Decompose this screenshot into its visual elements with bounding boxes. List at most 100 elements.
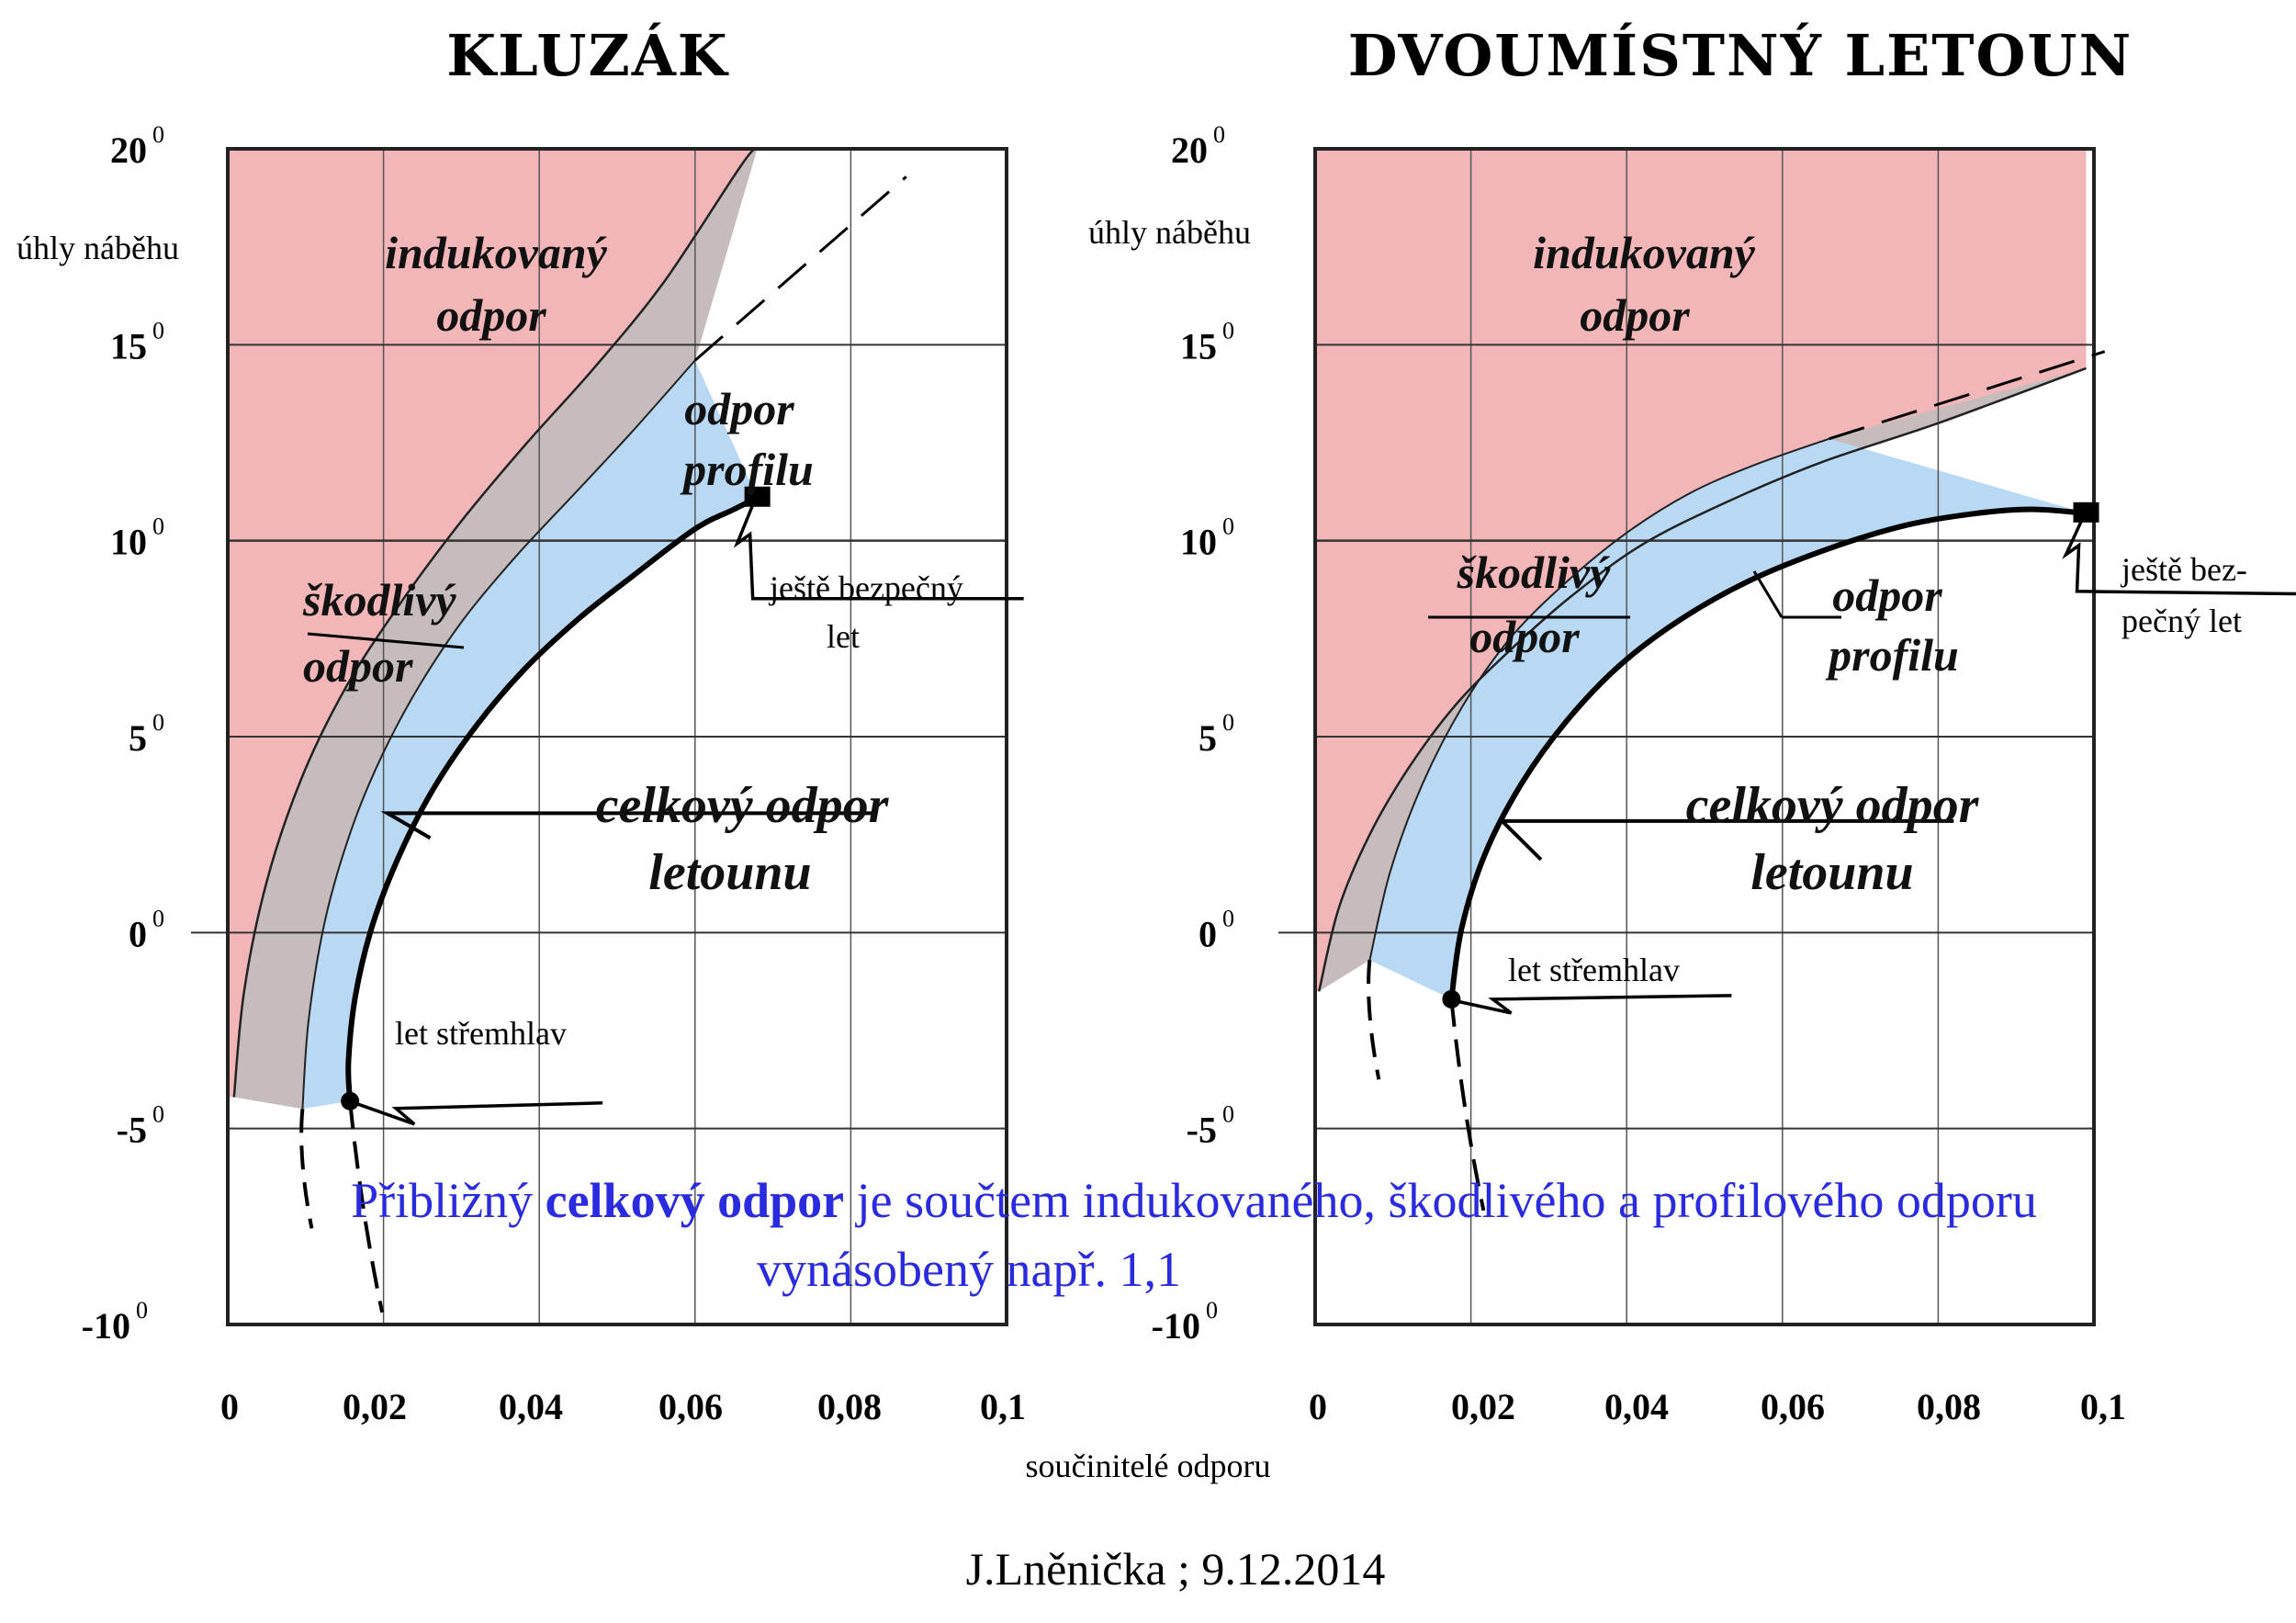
parasite-label-2: odpor [303,640,413,692]
x-tick-label: 0,04 [499,1386,563,1427]
dive-extension-dashed [348,1100,385,1313]
degree-mark: 0 [1222,1101,1234,1128]
profile-label-1: odpor [1832,569,1942,621]
profile-label-2: profilu [680,444,814,495]
y-tick-label: 10 [110,522,147,563]
dive-point-marker [1442,989,1461,1009]
degree-mark: 0 [1222,709,1234,736]
parasite-boundary-line [301,359,696,1110]
induced-drag-region [228,149,758,1098]
parasite-label-1: škodlivý [302,574,456,626]
dive-pointer [1456,994,1732,1015]
parasite-extension-dashed [299,1109,314,1229]
safe-flight-label-1: ještě bezpečný [768,569,963,606]
y-axis-label: úhly náběhu [1088,214,1251,251]
dive-label: let střemhlav [395,1015,567,1052]
dive-point-marker [341,1091,360,1110]
x-tick-label: 0,02 [343,1386,407,1427]
summary-note-line-1: Přibližný celkový odpor je součtem induk… [351,1173,2037,1228]
profile-label-2: profilu [1825,629,1959,681]
degree-mark: 0 [152,317,164,344]
safe-flight-label-1: ještě bez- [2120,551,2247,588]
grid [191,147,1008,1326]
summary-note-line-2: vynásobený např. 1,1 [757,1242,1181,1297]
chart-title: DVOUMÍSTNÝ LETOUN [1348,22,2133,89]
stall-extension-dashed [1829,350,2106,441]
total-label-1: celkový odpor [596,777,890,834]
induced-label-2: odpor [436,289,546,341]
plot-frame [1313,147,2096,1326]
safe-flight-pointer [2062,520,2296,596]
total-drag-curve [345,495,759,1101]
profile-drag-region [302,360,758,1110]
degree-mark: 0 [152,1101,164,1128]
chart-kluzak: 0 0,02 0,04 0,06 0,08 0,120 015 010 05 00 0-5 0-10 0… [17,22,1026,1427]
parasite-label-1: škodlivý [1457,547,1611,598]
induced-label-1: indukovaný [1533,227,1756,278]
axis-ticks: 0 0,02 0,04 0,06 0,08 0,120 015 010 05 00 0-5 0-10 0 [1152,121,2126,1427]
axis-ticks: 0 0,02 0,04 0,06 0,08 0,120 015 010 05 00 0-5 0-10 0 [82,121,1026,1427]
y-tick-label: 15 [110,325,147,366]
induced-boundary-line [232,147,759,1098]
safe-flight-marker [744,486,771,507]
profile-label-1: odpor [684,383,794,434]
total-label-2: letounu [1750,844,1913,901]
x-tick-label: 0,08 [817,1386,882,1427]
y-tick-label: 0 [1199,913,1217,954]
plot-frame [226,147,1008,1326]
chart-title: KLUZÁK [446,22,729,89]
degree-mark: 0 [1222,513,1234,540]
total-drag-curve [1448,506,2087,1000]
induced-drag-region [1315,149,2087,992]
stall-extension-dashed [693,175,907,362]
y-tick-label: 15 [1180,325,1217,366]
dive-label: let střemhlav [1508,952,1680,988]
parasite-extension-dashed [1367,960,1381,1080]
x-tick-label: 0,06 [658,1386,723,1427]
total-pointer [1497,818,1954,862]
y-tick-label: 0 [129,913,147,954]
x-tick-label: 0,04 [1604,1386,1669,1427]
degree-mark: 0 [1213,121,1225,148]
x-tick-label: 0,06 [1761,1386,1825,1427]
safe-flight-marker [2073,502,2099,523]
x-tick-label: 0 [1309,1386,1327,1427]
y-tick-label: 20 [1171,130,1208,171]
safe-flight-pointer [733,504,1024,601]
degree-mark: 0 [152,121,164,148]
x-tick-label: 0,02 [1451,1386,1515,1427]
degree-mark: 0 [136,1297,148,1324]
degree-mark: 0 [1206,1297,1218,1324]
x-axis-label: součinitelé odporu [1026,1448,1271,1484]
x-tick-label: 0,08 [1917,1386,1981,1427]
x-tick-label: 0,1 [2080,1386,2126,1427]
y-tick-label: -10 [1152,1305,1200,1347]
x-tick-label: 0,1 [980,1386,1026,1427]
parasite-label-2: odpor [1469,611,1580,662]
safe-flight-label-2: pečný let [2122,603,2242,639]
profile-pointer [1752,570,1784,618]
dive-extension-dashed [1449,998,1486,1212]
parasite-drag-region [233,149,758,1110]
total-label-1: celkový odpor [1686,777,1980,834]
degree-mark: 0 [152,905,164,931]
y-tick-label: -5 [117,1110,147,1151]
y-tick-label: -10 [82,1305,130,1347]
parasite-boundary-line [1368,437,1830,961]
induced-label-2: odpor [1580,289,1690,341]
total-label-2: letounu [648,844,811,901]
x-tick-label: 0 [220,1386,239,1427]
y-tick-label: 5 [1199,717,1217,759]
y-tick-label: -5 [1187,1110,1217,1151]
chart-dvoumistny-letoun: 0 0,02 0,04 0,06 0,08 0,120 015 010 05 00 0-5 0-10 0… [1088,22,2296,1427]
induced-boundary-line [1317,366,2087,992]
degree-mark: 0 [1222,905,1234,931]
y-tick-label: 10 [1180,522,1217,563]
parasite-pointer [307,632,465,649]
total-pointer [380,811,874,840]
profile-drag-region [1369,438,2087,999]
safe-flight-label-2: let [827,618,860,655]
degree-mark: 0 [152,513,164,540]
